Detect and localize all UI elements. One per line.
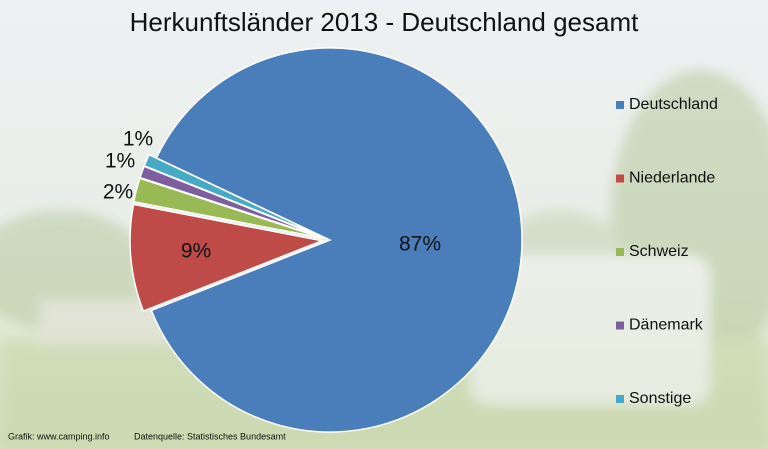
pie-slice	[143, 153, 323, 238]
pie: 87% 9% 2% 1%1%	[103, 47, 523, 433]
pie-slice	[132, 177, 323, 239]
legend-marker	[616, 395, 624, 403]
pie-slice	[150, 47, 523, 433]
legend-label: Sonstige	[629, 390, 691, 407]
legend: Deutschland Niederlande Schweiz Dänemark Son…	[616, 96, 718, 407]
data-label: 1%	[105, 150, 135, 173]
source-note: Datenquelle: Statistisches Bundesamt	[134, 431, 286, 441]
legend-label: Dänemark	[629, 317, 704, 334]
legend-marker	[616, 101, 624, 109]
source-note: Grafik: www.camping.info	[8, 431, 110, 441]
data-label: 87%	[399, 233, 441, 256]
legend-label: Deutschland	[629, 96, 718, 113]
legend-label: Niederlande	[629, 170, 715, 187]
legend-marker	[616, 321, 624, 330]
legend-marker	[616, 248, 624, 256]
data-label: 2%	[103, 181, 133, 204]
pie-slice	[129, 203, 325, 313]
data-label: 9%	[181, 240, 211, 263]
chart-title: Herkunftsländer 2013 - Deutschland gesam…	[130, 7, 640, 37]
legend-marker	[616, 174, 624, 183]
legend-label: Schweiz	[629, 243, 689, 260]
data-label: 1%	[123, 128, 153, 151]
